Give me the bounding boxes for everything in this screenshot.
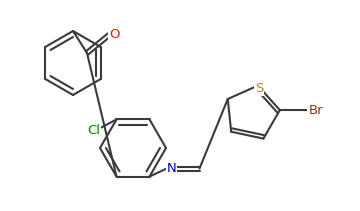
Text: N: N [167,162,176,175]
Text: S: S [255,82,263,95]
Text: Br: Br [309,104,323,116]
Text: Cl: Cl [87,124,100,137]
Text: O: O [109,27,119,41]
